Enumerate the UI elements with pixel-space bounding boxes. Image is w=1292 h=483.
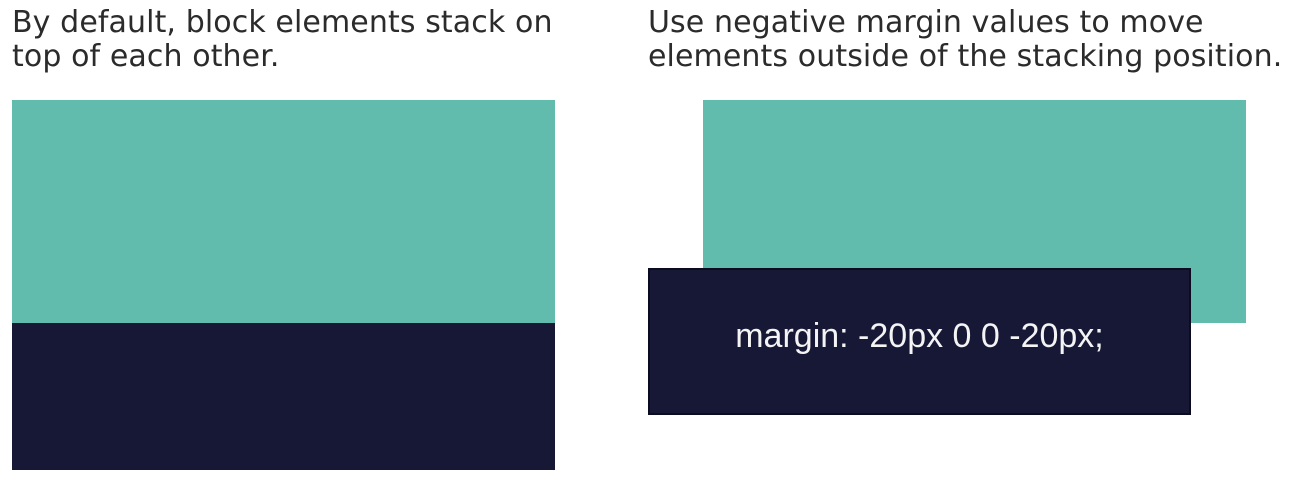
left-navy-block	[12, 323, 555, 470]
right-caption-line-2: elements outside of the stacking positio…	[648, 39, 1283, 74]
left-caption-line-2: top of each other.	[12, 39, 280, 74]
left-caption: By default, block elements stack on top …	[12, 6, 553, 74]
left-teal-block	[12, 100, 555, 323]
left-caption-line-1: By default, block elements stack on	[12, 5, 553, 40]
right-navy-block: margin: -20px 0 0 -20px;	[648, 268, 1191, 415]
margin-code-label: margin: -20px 0 0 -20px;	[735, 317, 1104, 355]
right-caption: Use negative margin values to move eleme…	[648, 6, 1282, 74]
right-caption-line-1: Use negative margin values to move	[648, 5, 1204, 40]
